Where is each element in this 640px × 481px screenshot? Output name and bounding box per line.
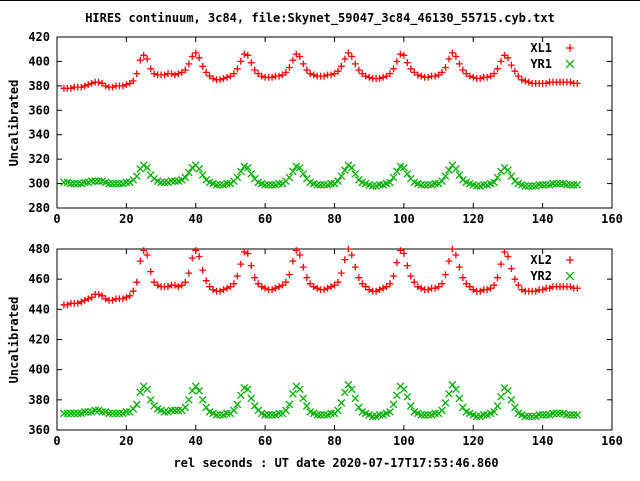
x-tick-label: 20 [119, 212, 133, 226]
y-tick-label: 400 [28, 363, 50, 377]
plot-frame [56, 248, 613, 431]
legend-label-XL1: XL1 [530, 41, 552, 55]
y-tick-label: 420 [28, 333, 50, 347]
x-tick-label: 140 [532, 212, 554, 226]
x-tick-label: 120 [462, 212, 484, 226]
x-tick-label: 0 [53, 212, 60, 226]
x-tick-label: 160 [601, 434, 623, 448]
x-tick-label: 40 [189, 212, 203, 226]
legend-marker-YR2 [565, 271, 575, 281]
chart-title: HIRES continuum, 3c84, file:Skynet_59047… [85, 11, 555, 25]
y-tick-label: 480 [28, 242, 50, 256]
legend-label-YR1: YR1 [530, 57, 552, 71]
x-tick-label: 100 [393, 434, 415, 448]
panel-2: 0 20 40 60 80 100 120 140 160 360 380 400 420 440 460 4… [28, 242, 623, 448]
x-tick-label: 120 [462, 434, 484, 448]
panel-1: 0 20 40 60 80 100 120 140 160 280 300 320 340 360 380 4… [28, 30, 623, 226]
series-YR2 [60, 380, 582, 421]
y-tick-label: 380 [28, 79, 50, 93]
series-XL2 [60, 245, 581, 309]
x-tick-label: 60 [258, 212, 272, 226]
x-tick-label: 160 [601, 212, 623, 226]
legend-label-YR2: YR2 [530, 269, 552, 283]
y-tick-label: 340 [28, 128, 50, 142]
y-tick-label: 380 [28, 393, 50, 407]
y-tick-label: 360 [28, 423, 50, 437]
x-tick-label: 80 [327, 212, 341, 226]
series-YR2-points [60, 380, 582, 421]
x-tick-label: 60 [258, 434, 272, 448]
legend-marker-XL1 [566, 44, 574, 52]
legend-marker-XL2 [566, 256, 574, 264]
y-tick-label: 320 [28, 152, 50, 166]
x-tick-label: 0 [53, 434, 60, 448]
series-YR1-points [60, 161, 582, 190]
legend-marker-YR1 [565, 59, 575, 69]
series-XL1 [60, 49, 581, 92]
x-tick-label: 140 [532, 434, 554, 448]
y-tick-label: 400 [28, 54, 50, 68]
y-tick-label: 300 [28, 177, 50, 191]
y-tick-label: 460 [28, 272, 50, 286]
x-tick-label: 40 [189, 434, 203, 448]
series-XL2-points [60, 245, 581, 309]
y-tick-label: 280 [28, 201, 50, 215]
x-axis-label: rel seconds : UT date 2020-07-17T17:53:4… [173, 456, 499, 470]
series-XL1-points [60, 49, 581, 92]
y-tick-label: 360 [28, 103, 50, 117]
x-tick-label: 100 [393, 212, 415, 226]
y-tick-label: 420 [28, 30, 50, 44]
series-YR1 [60, 161, 582, 190]
x-tick-label: 20 [119, 434, 133, 448]
x-tick-label: 80 [327, 434, 341, 448]
y-tick-label: 440 [28, 302, 50, 316]
legend-label-XL2: XL2 [530, 253, 552, 267]
